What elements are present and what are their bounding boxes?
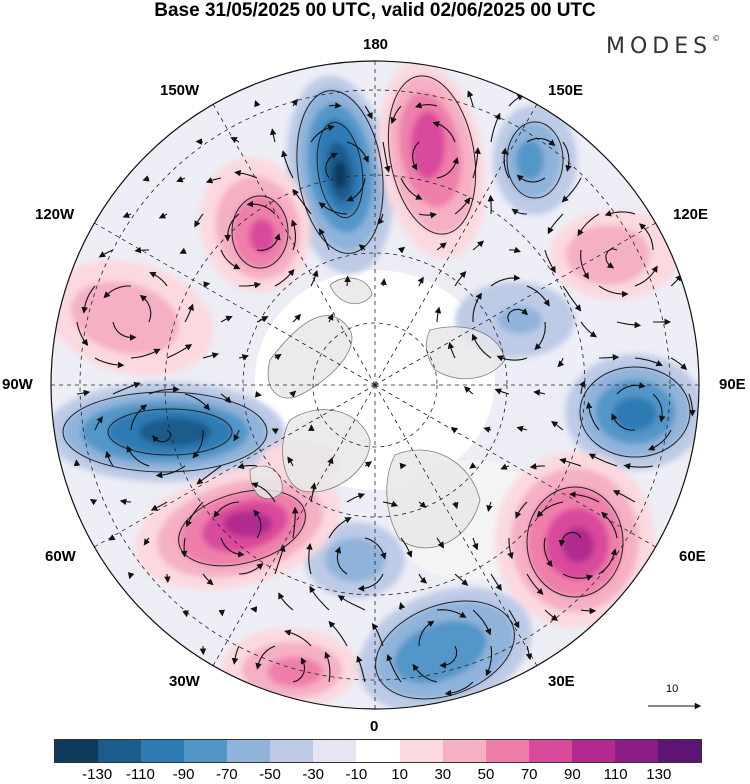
vector-scale-label: 10 — [666, 683, 678, 695]
lon-label-0: 0 — [370, 718, 378, 735]
lon-label-60e: 60E — [679, 548, 706, 565]
colorbar-segment — [184, 740, 227, 762]
colorbar-tick-label: 90 — [564, 766, 581, 783]
map-title: Base 31/05/2025 00 UTC, valid 02/06/2025… — [0, 0, 750, 22]
wind-vector-arrow — [347, 277, 348, 286]
colorbar-segment — [270, 740, 313, 762]
colorbar-segment — [443, 740, 486, 762]
colorbar-tick-label: 70 — [521, 766, 538, 783]
colorbar-tick-label: 10 — [391, 766, 408, 783]
lon-label-60w: 60W — [45, 548, 76, 565]
colorbar-segment — [313, 740, 356, 762]
colorbar-tick-label: -10 — [346, 766, 368, 783]
colorbar-tick-label: 50 — [478, 766, 495, 783]
colorbar-segment — [141, 740, 184, 762]
lon-label-30e: 30E — [548, 673, 575, 690]
colorbar — [54, 739, 702, 763]
lon-label-30w: 30W — [169, 673, 200, 690]
colorbar-segment — [615, 740, 658, 762]
colorbar-segment — [356, 740, 399, 762]
wind-vector-arrow — [401, 603, 402, 610]
colorbar-tick-label: -110 — [126, 766, 155, 783]
lon-label-180: 180 — [363, 36, 388, 53]
brand-name: MODES — [606, 34, 712, 59]
colorbar-tick-label: -70 — [216, 766, 238, 783]
lon-label-150w: 150W — [160, 82, 199, 99]
high-anomaly-30w — [222, 628, 358, 708]
lon-label-90w: 90W — [2, 376, 33, 393]
colorbar-tick-label: 30 — [434, 766, 451, 783]
wind-vector-arrow — [76, 461, 77, 466]
colorbar-segment — [658, 740, 701, 762]
lon-label-150e: 150E — [548, 82, 583, 99]
colorbar-segment — [98, 740, 141, 762]
wind-vector-arrow — [491, 196, 492, 214]
colorbar-tick-label: 110 — [604, 766, 628, 783]
colorbar-segment — [227, 740, 270, 762]
high-anomaly-120e — [550, 210, 680, 300]
colorbar-tick-label: -50 — [259, 766, 281, 783]
colorbar-segment — [400, 740, 443, 762]
brand-mark: © — [712, 34, 720, 43]
colorbar-tick-labels: -130 -110 -90 -70 -50 -30 -10 10 30 50 70 90 110 130 — [0, 766, 750, 784]
lon-label-120w: 120W — [35, 206, 74, 223]
colorbar-segment — [486, 740, 529, 762]
colorbar-segment — [529, 740, 572, 762]
colorbar-tick-label: -130 — [82, 766, 112, 783]
low-anomaly-90e — [565, 354, 705, 470]
colorbar-tick-label: -30 — [302, 766, 324, 783]
colorbar-tick-label: 130 — [646, 766, 671, 783]
colorbar-tick-label: -90 — [173, 766, 195, 783]
wind-vector-arrow — [329, 106, 340, 107]
brand-logo: MODES© — [606, 34, 720, 59]
lon-label-90e: 90E — [719, 376, 746, 393]
wind-vector-arrow — [401, 465, 405, 466]
colorbar-segment — [572, 740, 615, 762]
lon-label-120e: 120E — [673, 206, 708, 223]
colorbar-segment — [55, 740, 98, 762]
